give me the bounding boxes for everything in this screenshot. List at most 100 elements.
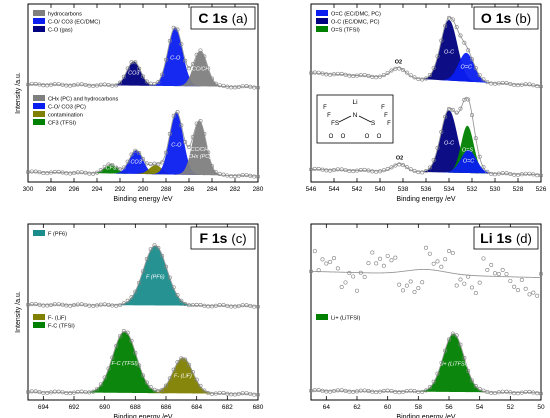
panel-0-s0-data-point	[198, 48, 203, 53]
panel-0-s1-legend-label: CF3 (TFSI)	[48, 121, 76, 127]
panel-0-s1-legend-label: CHx (PC) and hydrocarbons	[48, 97, 118, 103]
panel-1-s1-peak-label: O-C	[444, 140, 454, 146]
panel-0-s1-peak-1	[28, 150, 258, 176]
panel-1-structure-f: F	[381, 105, 385, 111]
panel-0-xtick-label: 298	[46, 186, 57, 193]
panel-1-xtick-label: 540	[375, 186, 386, 193]
panel-1-s1-data-point	[324, 168, 329, 173]
panel-1-s0-data-point	[331, 72, 336, 77]
panel-0-s0-data-point	[137, 66, 142, 71]
panel-3-s0-data-point	[331, 256, 336, 261]
panel-1-s0-data-point	[508, 82, 513, 87]
panel-2-s1-data-point	[137, 363, 142, 368]
panel-3-s1-data-point	[454, 333, 459, 338]
panel-0-s0-legend-label: C-O/ CO3 (EC/DMC)	[48, 20, 100, 26]
panel-1-s1-peak-label: O=C	[463, 159, 474, 165]
panel-0-s1-data-point	[25, 170, 30, 175]
panel-1-s1-data-point	[339, 167, 344, 172]
panel-2-s0-data-point	[48, 302, 53, 307]
panel-0-s1-data-point	[133, 148, 138, 153]
panel-1-structure-o: O	[341, 134, 346, 140]
panel-3-s1-data-point	[504, 389, 509, 394]
panel-1-s1-data-point	[427, 165, 432, 170]
panel-3-s0-data-point	[531, 290, 536, 295]
panel-1-s1-data-point	[431, 158, 436, 163]
panel-0-s1-data-point	[121, 165, 126, 170]
panel-1-s0-data-point	[412, 75, 417, 80]
panel-1-s0-data-point	[466, 48, 471, 53]
panel-1-s0-data-point	[427, 73, 432, 78]
panel-1-s1-data-point	[351, 169, 356, 174]
panel-3-s1-data-point	[523, 389, 528, 394]
panel-0-s1-data-point	[37, 170, 42, 175]
panel-0-s1-data-point	[137, 151, 142, 156]
panel-3-s1-data-point	[366, 389, 371, 394]
panel-0-s0-data-point	[121, 74, 126, 79]
panel-1-xlabel: Binding energy /eV	[396, 196, 455, 203]
panel-0-s0-peak-label: C-O	[170, 56, 181, 62]
panel-1-s1-data-point	[538, 173, 543, 178]
panel-1-s1-data-point	[393, 163, 398, 168]
panel-0-s1-envelope	[27, 111, 259, 177]
panel-3-s0-data-point	[485, 267, 490, 272]
panel-3-xtick-label: 64	[323, 404, 331, 411]
panel-2-s1-data-point	[60, 390, 65, 395]
panel-3-s1-data-point	[512, 391, 517, 396]
panel-1-s1-data-point	[404, 165, 409, 170]
panel-0-s0-data-point	[118, 80, 123, 85]
panel-3-s0-data-point	[443, 257, 448, 262]
panel-3-s1-data-point	[519, 390, 524, 395]
panel-2-s1-legend-label: F-C (TFSI)	[48, 324, 75, 330]
panel-3-xlabel: Binding energy /eV	[396, 414, 455, 418]
panel-1-s0-data-point	[469, 57, 474, 62]
panel-0-s0-data-point	[33, 81, 38, 86]
panel-0-s0-data-point	[152, 82, 157, 87]
panel-0-xtick-label: 294	[92, 186, 103, 193]
panel-0-xtick-label: 282	[230, 186, 241, 193]
panel-3-s1-data-point	[331, 389, 336, 394]
panel-2-s0-data-point	[187, 303, 192, 308]
panel-3-s1-data-point	[508, 390, 513, 395]
panel-1-xtick-label: 546	[306, 186, 317, 193]
panel-1-s0-data-point	[496, 81, 501, 86]
panel-0-s0-data-point	[206, 66, 211, 71]
panel-3-s1-data-point	[538, 391, 543, 396]
panel-1-s0-data-point	[492, 81, 497, 86]
panel-0-s1-data-point	[118, 167, 123, 172]
panel-2-s0-data-point	[33, 302, 38, 307]
panel-1-s0-data-point	[431, 65, 436, 70]
panel-3-s1-data-point	[358, 388, 363, 393]
panel-0-s0-data-point	[98, 82, 103, 87]
panel-1-structure-f: F	[384, 113, 388, 119]
panel-0-s0-data-point	[217, 83, 222, 88]
panel-1-s0-data-point	[397, 66, 402, 71]
panel-2-frame	[27, 223, 259, 401]
panel-0-s1-data-point	[45, 171, 50, 176]
panel-3-s0-data-point	[435, 259, 440, 264]
panel-1-s1-data-point	[312, 166, 317, 171]
panel-2-s0-data-point	[244, 303, 249, 308]
panel-1-s1-data-point	[481, 165, 486, 170]
panel-0-s0-data-point	[202, 54, 207, 59]
panel-2-s0-data-point	[56, 302, 61, 307]
panel-2-s0-data-point	[206, 304, 211, 309]
panel-2-xtick-label: 692	[69, 404, 80, 411]
panel-1-s0-data-point	[477, 72, 482, 77]
panel-3-s0-data-point	[458, 277, 463, 282]
panel-3-s1-data-point	[404, 389, 409, 394]
panel-2-s1-data-point	[183, 357, 188, 362]
panel-1-s1-data-point	[366, 168, 371, 173]
panel-2-s0-data-point	[25, 302, 30, 307]
panel-2-s0-data-point	[129, 295, 134, 300]
panel-0-s1-peak-4	[28, 121, 258, 176]
panel-1-s0-data-point	[481, 77, 486, 82]
panel-2-s1-data-point	[91, 389, 96, 394]
panel-2-s0-data-point	[148, 247, 153, 252]
panel-2-s1-data-point	[156, 388, 161, 393]
panel-0-s0-data-point	[171, 25, 176, 30]
panel-0-s1-data-point	[252, 174, 257, 179]
panel-1-s0-data-point	[416, 76, 421, 81]
panel-1-s0-legend-swatch	[316, 18, 328, 24]
panel-1-s1-data-point	[420, 170, 425, 175]
panel-1-s0-data-point	[335, 71, 340, 76]
